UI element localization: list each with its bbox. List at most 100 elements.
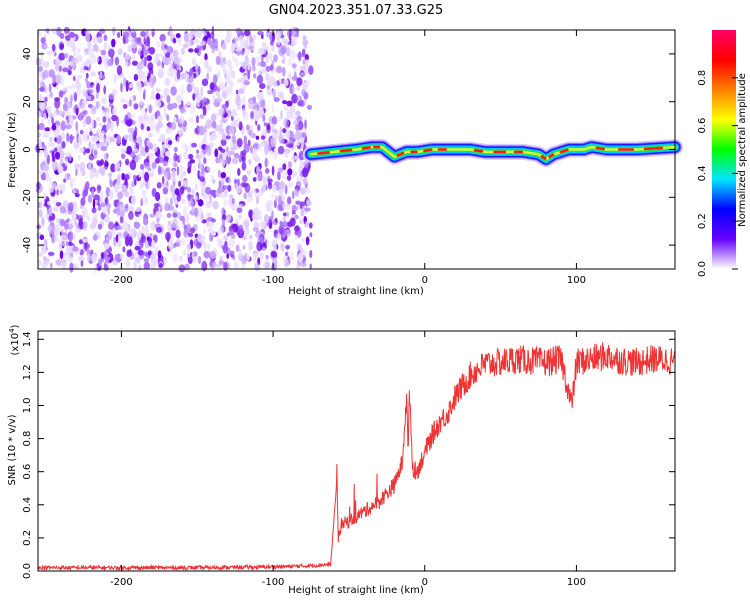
- noise-speckle: [230, 142, 235, 148]
- noise-speckle: [55, 74, 62, 84]
- noise-speckle: [142, 71, 149, 78]
- noise-speckle: [165, 127, 173, 134]
- noise-speckle: [299, 72, 306, 77]
- noise-speckle: [148, 55, 152, 61]
- noise-speckle: [85, 148, 91, 154]
- noise-speckle: [203, 132, 207, 142]
- noise-speckle: [125, 150, 132, 155]
- noise-speckle: [242, 174, 248, 183]
- noise-speckle: [242, 73, 249, 82]
- noise-speckle: [282, 171, 288, 180]
- noise-speckle: [265, 168, 270, 174]
- noise-speckle: [296, 95, 303, 101]
- noise-speckle: [197, 65, 201, 76]
- noise-speckle: [43, 112, 47, 120]
- noise-speckle: [97, 185, 102, 191]
- noise-speckle: [256, 74, 264, 84]
- x-tick-label: -100: [262, 275, 285, 286]
- noise-speckle: [147, 167, 151, 172]
- noise-speckle: [58, 52, 66, 61]
- noise-speckle: [181, 99, 184, 109]
- noise-speckle: [148, 47, 156, 55]
- noise-speckle: [48, 187, 54, 193]
- noise-speckle: [165, 172, 172, 181]
- noise-speckle: [133, 221, 141, 229]
- noise-speckle: [266, 200, 274, 208]
- noise-speckle: [267, 182, 273, 190]
- noise-speckle: [43, 133, 50, 138]
- noise-speckle: [242, 107, 246, 117]
- noise-speckle: [292, 119, 299, 126]
- noise-speckle: [67, 241, 73, 246]
- noise-speckle: [150, 154, 155, 164]
- noise-speckle: [80, 197, 86, 206]
- noise-speckle: [125, 119, 133, 127]
- noise-speckle: [144, 145, 149, 153]
- noise-speckle: [193, 256, 197, 264]
- noise-speckle: [135, 257, 140, 263]
- noise-speckle: [225, 35, 231, 44]
- noise-speckle: [58, 243, 61, 250]
- noise-speckle: [286, 100, 293, 107]
- noise-speckle: [85, 72, 89, 79]
- noise-speckle: [221, 43, 227, 50]
- noise-speckle: [232, 119, 239, 128]
- noise-speckle: [39, 87, 46, 92]
- noise-speckle: [44, 149, 48, 159]
- noise-speckle: [68, 175, 73, 181]
- noise-speckle: [130, 227, 135, 236]
- noise-speckle: [195, 154, 202, 160]
- noise-speckle: [41, 96, 45, 102]
- noise-speckle: [55, 151, 61, 160]
- noise-speckle: [144, 225, 149, 231]
- noise-speckle: [281, 58, 286, 64]
- noise-speckle: [269, 64, 274, 71]
- noise-speckle: [291, 76, 298, 81]
- noise-speckle: [65, 124, 72, 130]
- noise-speckle: [145, 180, 149, 189]
- noise-speckle: [246, 196, 254, 203]
- noise-speckle: [38, 122, 45, 131]
- noise-speckle: [85, 76, 88, 84]
- noise-speckle: [137, 249, 144, 256]
- noise-speckle: [235, 96, 241, 106]
- noise-speckle: [278, 78, 283, 85]
- noise-speckle: [199, 45, 206, 51]
- noise-speckle: [280, 109, 283, 120]
- noise-speckle: [284, 150, 289, 158]
- noise-speckle: [146, 236, 150, 242]
- x-tick-label: 100: [567, 275, 586, 286]
- noise-speckle: [270, 137, 277, 148]
- noise-speckle: [88, 48, 94, 58]
- noise-speckle: [203, 193, 208, 201]
- noise-speckle: [215, 55, 221, 66]
- noise-speckle: [257, 62, 261, 67]
- signal-peak: [423, 148, 433, 153]
- noise-speckle: [155, 88, 161, 93]
- noise-speckle: [163, 256, 167, 265]
- noise-speckle: [173, 162, 178, 168]
- noise-speckle: [39, 200, 43, 210]
- noise-speckle: [218, 226, 224, 235]
- noise-speckle: [275, 65, 283, 74]
- noise-speckle: [238, 248, 242, 255]
- noise-speckle: [261, 47, 267, 55]
- noise-speckle: [206, 148, 212, 156]
- noise-speckle: [257, 172, 263, 182]
- noise-speckle: [162, 187, 168, 195]
- noise-speckle: [59, 43, 65, 50]
- noise-speckle: [73, 52, 77, 57]
- noise-speckle: [142, 195, 148, 206]
- noise-speckle: [236, 207, 243, 214]
- noise-speckle: [83, 221, 87, 232]
- noise-speckle: [101, 55, 109, 63]
- noise-speckle: [266, 31, 269, 38]
- noise-speckle: [243, 192, 248, 200]
- noise-speckle: [178, 127, 184, 135]
- noise-speckle: [190, 28, 196, 39]
- noise-speckle: [282, 163, 287, 171]
- noise-speckle: [57, 257, 63, 267]
- noise-speckle: [51, 116, 54, 125]
- noise-speckle: [284, 38, 290, 43]
- noise-speckle: [186, 243, 191, 250]
